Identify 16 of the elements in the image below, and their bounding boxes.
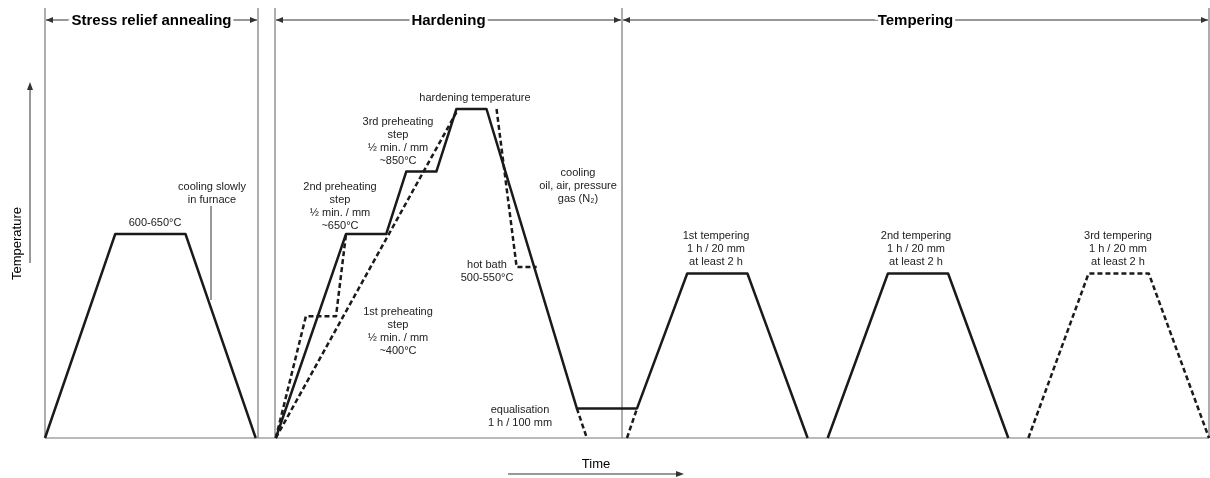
annotation: 600-650°C [128, 216, 182, 228]
text: Tempering [877, 11, 954, 28]
y-axis-title: Temperature [9, 207, 24, 280]
text: Hardening [411, 11, 486, 28]
annotation: cooling slowly in furnace [178, 179, 247, 205]
annotation: cooling oil, air, pressure gas (N₂) [539, 166, 617, 204]
annotation: 1st preheating step ½ min. / mm ~400°C [363, 304, 433, 356]
x-axis-title: Time [581, 456, 611, 471]
annotation: 2nd tempering 1 h / 20 mm at least 2 h [880, 229, 952, 267]
annotation: 3rd preheating step ½ min. / mm ~850°C [362, 114, 434, 166]
annotation: 2nd preheating step ½ min. / mm ~650°C [303, 179, 377, 231]
annotation: 3rd tempering 1 h / 20 mm at least 2 h [1084, 229, 1152, 267]
text: hardening temperature [419, 91, 531, 103]
annotation: equalisation 1 h / 100 mm [487, 402, 553, 428]
annotation: hot bath 500-550°C [460, 257, 514, 283]
annotation: 1st tempering 1 h / 20 mm at least 2 h [682, 229, 750, 267]
